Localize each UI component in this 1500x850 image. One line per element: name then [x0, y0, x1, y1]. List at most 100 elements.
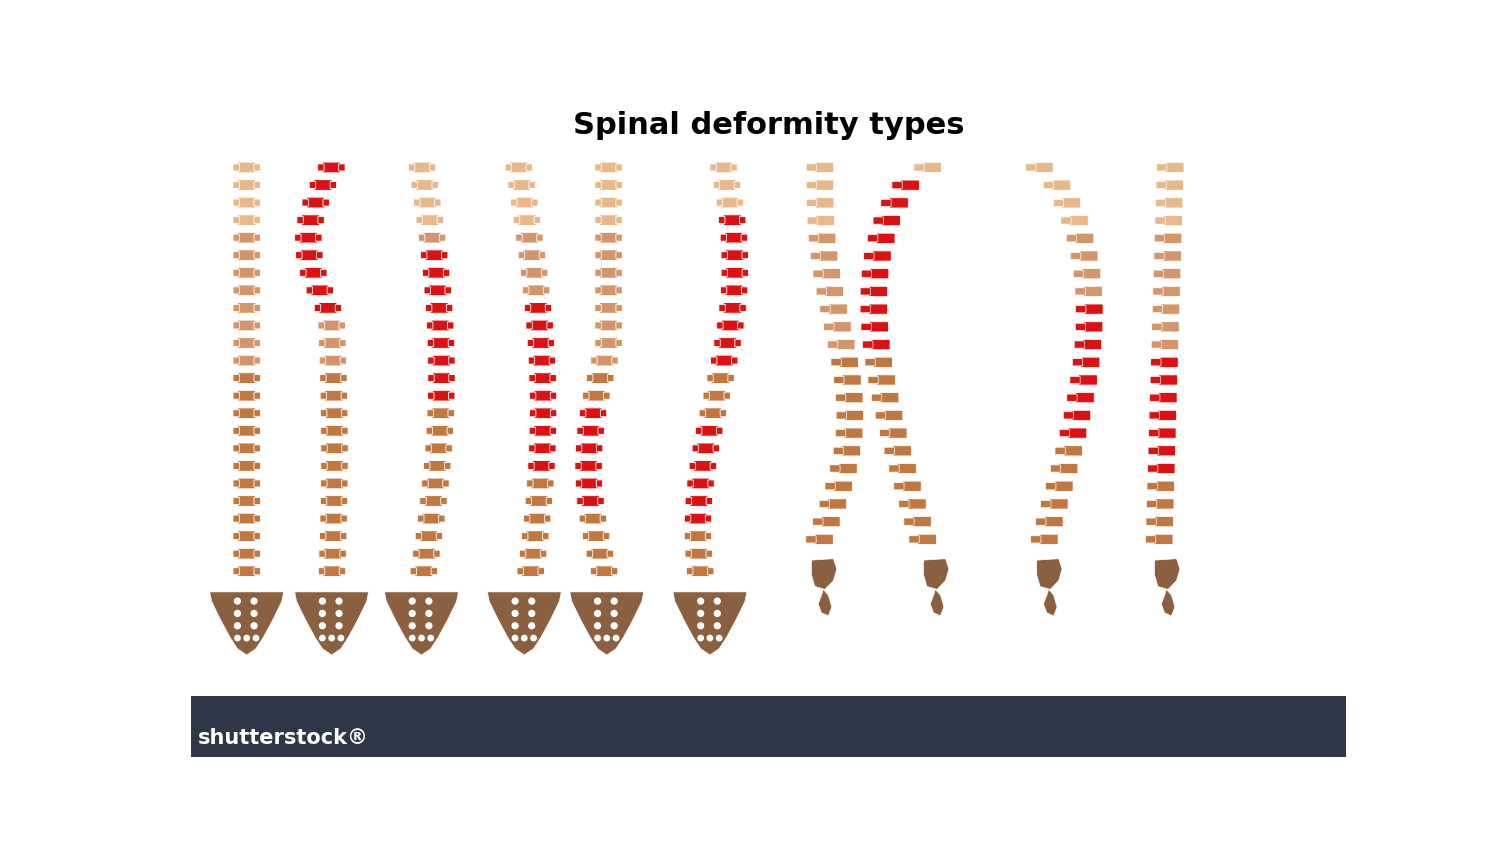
- FancyBboxPatch shape: [865, 359, 876, 366]
- FancyBboxPatch shape: [1166, 162, 1184, 173]
- FancyBboxPatch shape: [237, 425, 255, 436]
- FancyBboxPatch shape: [1066, 394, 1077, 401]
- FancyBboxPatch shape: [531, 320, 549, 331]
- FancyBboxPatch shape: [525, 497, 531, 505]
- FancyBboxPatch shape: [730, 164, 738, 171]
- FancyBboxPatch shape: [876, 375, 896, 385]
- FancyBboxPatch shape: [586, 550, 592, 558]
- FancyBboxPatch shape: [1156, 182, 1167, 189]
- FancyBboxPatch shape: [232, 322, 240, 329]
- FancyBboxPatch shape: [596, 339, 602, 347]
- FancyBboxPatch shape: [596, 181, 602, 189]
- FancyBboxPatch shape: [519, 550, 526, 558]
- FancyBboxPatch shape: [543, 286, 550, 294]
- Polygon shape: [1161, 589, 1174, 615]
- FancyBboxPatch shape: [616, 322, 622, 329]
- FancyBboxPatch shape: [436, 217, 444, 224]
- FancyBboxPatch shape: [873, 357, 892, 367]
- FancyBboxPatch shape: [530, 392, 536, 400]
- FancyBboxPatch shape: [321, 410, 327, 416]
- Circle shape: [714, 610, 720, 616]
- FancyBboxPatch shape: [294, 234, 302, 241]
- FancyBboxPatch shape: [530, 181, 536, 189]
- FancyBboxPatch shape: [232, 462, 240, 469]
- FancyBboxPatch shape: [321, 462, 327, 469]
- FancyBboxPatch shape: [904, 518, 914, 525]
- FancyBboxPatch shape: [526, 530, 544, 541]
- FancyBboxPatch shape: [600, 410, 608, 416]
- Polygon shape: [818, 589, 831, 615]
- FancyBboxPatch shape: [254, 533, 261, 540]
- FancyBboxPatch shape: [711, 373, 729, 383]
- FancyBboxPatch shape: [300, 269, 306, 276]
- FancyBboxPatch shape: [871, 394, 882, 401]
- FancyBboxPatch shape: [862, 341, 873, 348]
- FancyBboxPatch shape: [417, 515, 424, 522]
- FancyBboxPatch shape: [600, 268, 618, 278]
- FancyBboxPatch shape: [867, 235, 877, 242]
- FancyBboxPatch shape: [1152, 323, 1162, 331]
- FancyBboxPatch shape: [237, 373, 255, 383]
- FancyBboxPatch shape: [1156, 445, 1176, 456]
- FancyBboxPatch shape: [441, 252, 448, 258]
- FancyBboxPatch shape: [326, 390, 344, 401]
- FancyBboxPatch shape: [819, 501, 830, 507]
- FancyBboxPatch shape: [315, 304, 321, 311]
- FancyBboxPatch shape: [718, 337, 736, 348]
- FancyBboxPatch shape: [1050, 465, 1060, 472]
- FancyBboxPatch shape: [1155, 199, 1166, 207]
- Polygon shape: [488, 592, 561, 655]
- FancyBboxPatch shape: [525, 304, 531, 311]
- FancyBboxPatch shape: [410, 568, 417, 575]
- FancyBboxPatch shape: [816, 288, 827, 295]
- FancyBboxPatch shape: [422, 480, 428, 487]
- FancyBboxPatch shape: [254, 375, 261, 382]
- FancyBboxPatch shape: [1054, 447, 1065, 455]
- FancyBboxPatch shape: [326, 443, 344, 454]
- FancyBboxPatch shape: [1060, 217, 1071, 224]
- FancyBboxPatch shape: [873, 217, 883, 224]
- FancyBboxPatch shape: [810, 252, 820, 259]
- FancyBboxPatch shape: [708, 568, 714, 575]
- FancyBboxPatch shape: [1074, 341, 1084, 348]
- Circle shape: [251, 610, 257, 616]
- FancyBboxPatch shape: [1156, 463, 1174, 473]
- FancyBboxPatch shape: [419, 197, 436, 208]
- FancyBboxPatch shape: [579, 461, 597, 471]
- FancyBboxPatch shape: [534, 425, 552, 436]
- FancyBboxPatch shape: [580, 478, 598, 489]
- FancyBboxPatch shape: [687, 568, 693, 575]
- FancyBboxPatch shape: [576, 480, 582, 487]
- Circle shape: [513, 636, 517, 641]
- FancyBboxPatch shape: [526, 285, 544, 296]
- FancyBboxPatch shape: [706, 550, 712, 558]
- FancyBboxPatch shape: [1030, 536, 1041, 543]
- FancyBboxPatch shape: [600, 162, 618, 173]
- FancyBboxPatch shape: [603, 533, 609, 540]
- Circle shape: [594, 610, 600, 616]
- FancyBboxPatch shape: [309, 181, 315, 189]
- FancyBboxPatch shape: [1164, 180, 1184, 190]
- FancyBboxPatch shape: [1082, 357, 1100, 367]
- FancyBboxPatch shape: [616, 304, 622, 311]
- FancyBboxPatch shape: [903, 481, 921, 491]
- Circle shape: [410, 623, 416, 629]
- FancyBboxPatch shape: [326, 478, 344, 489]
- FancyBboxPatch shape: [430, 303, 448, 314]
- FancyBboxPatch shape: [524, 515, 530, 522]
- FancyBboxPatch shape: [861, 270, 871, 277]
- FancyBboxPatch shape: [254, 286, 261, 294]
- FancyBboxPatch shape: [844, 393, 862, 403]
- FancyBboxPatch shape: [596, 355, 613, 366]
- FancyBboxPatch shape: [318, 568, 324, 575]
- FancyBboxPatch shape: [254, 322, 261, 329]
- FancyBboxPatch shape: [882, 215, 900, 226]
- FancyBboxPatch shape: [597, 480, 603, 487]
- FancyBboxPatch shape: [815, 535, 834, 545]
- FancyBboxPatch shape: [1158, 411, 1176, 421]
- FancyBboxPatch shape: [420, 497, 426, 505]
- FancyBboxPatch shape: [330, 181, 336, 189]
- FancyBboxPatch shape: [892, 182, 902, 189]
- FancyBboxPatch shape: [440, 234, 446, 241]
- FancyBboxPatch shape: [318, 164, 324, 171]
